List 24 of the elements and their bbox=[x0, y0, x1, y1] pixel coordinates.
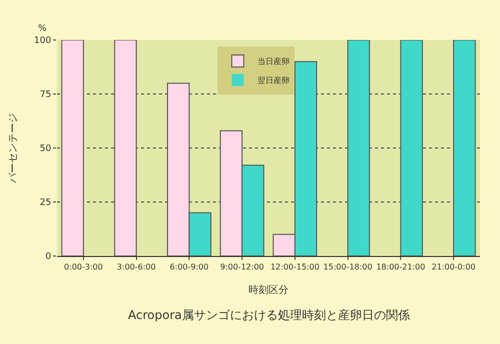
x-tick-label: 18:00-21:00 bbox=[376, 262, 426, 272]
legend-label: 翌日産卵 bbox=[258, 76, 290, 86]
x-tick-label: 12:00-15:00 bbox=[270, 262, 320, 272]
bar bbox=[347, 40, 370, 256]
y-tick-label: 25 bbox=[40, 198, 52, 208]
x-tick-label: 6:00-9:00 bbox=[170, 262, 209, 272]
y-tick-label: 50 bbox=[40, 144, 52, 154]
x-tick-label: 15:00-18:00 bbox=[323, 262, 372, 272]
text: Acropora属サンゴにおける処理時刻と産卵日の関係 bbox=[128, 308, 410, 322]
x-tick-label: 9:00-12:00 bbox=[220, 262, 264, 272]
bar bbox=[114, 40, 137, 256]
bar bbox=[400, 40, 423, 256]
y-tick-label: 100 bbox=[34, 36, 52, 46]
y-axis-title: パーセンテージ bbox=[8, 113, 20, 184]
bar bbox=[61, 40, 84, 256]
text: % bbox=[38, 24, 47, 34]
y-tick-label: 0 bbox=[45, 252, 52, 262]
x-axis-title: 時刻区分 bbox=[248, 284, 288, 296]
bar bbox=[453, 40, 476, 256]
x-tick-label: 0:00-3:00 bbox=[64, 262, 103, 272]
x-tick-label: 21:00-0:00 bbox=[432, 262, 476, 272]
legend-label: 当日産卵 bbox=[258, 57, 290, 66]
y-tick-label: 75 bbox=[40, 90, 52, 100]
x-tick-label: 3:00-6:00 bbox=[116, 262, 156, 272]
